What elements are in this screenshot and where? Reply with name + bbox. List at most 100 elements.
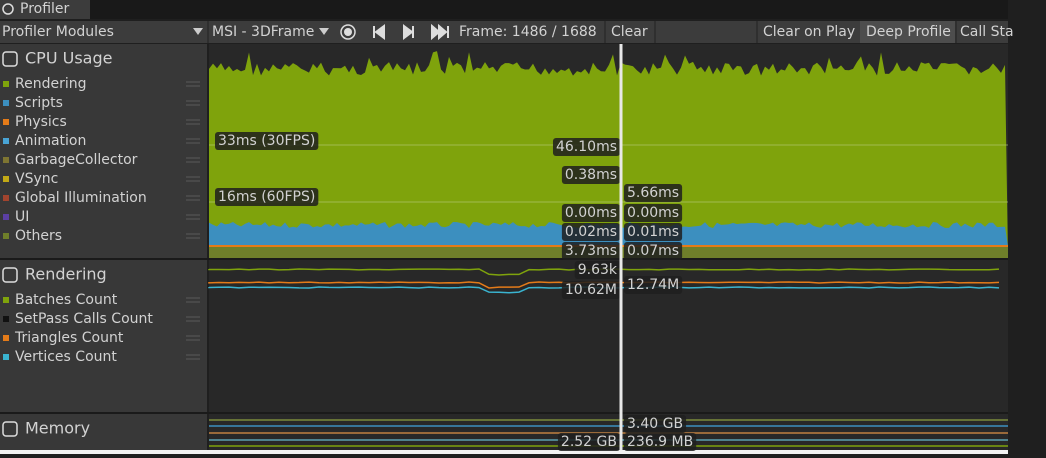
series-swatch <box>3 297 9 303</box>
drag-handle <box>186 119 200 125</box>
series-swatch <box>3 81 9 87</box>
tab-icon <box>2 3 14 15</box>
label-bg <box>624 415 687 433</box>
tab-bar <box>0 0 1008 19</box>
call-stacks[interactable]: Call Sta <box>960 24 1014 40</box>
drag-handle <box>186 335 200 341</box>
tab[interactable] <box>0 0 90 19</box>
series-swatch <box>3 316 9 322</box>
drag-handle <box>186 100 200 106</box>
value-label: 0.01ms <box>627 224 679 240</box>
series-name[interactable]: Batches Count <box>15 292 118 308</box>
value-label: 10.62M <box>565 282 617 298</box>
label-bg <box>561 242 620 260</box>
label-bg <box>574 261 621 279</box>
series-name[interactable]: Physics <box>15 114 67 130</box>
drag-handle <box>186 233 200 239</box>
series-swatch <box>3 354 9 360</box>
series-name[interactable]: Scripts <box>15 95 63 111</box>
prev-frame[interactable] <box>373 24 385 40</box>
module-icon <box>2 51 18 67</box>
value-label: 12.74M <box>627 277 679 293</box>
drag-handle <box>186 214 200 220</box>
value-label: 3.73ms <box>565 243 617 259</box>
label-bg <box>215 132 319 150</box>
series-name[interactable]: GarbageCollector <box>15 152 138 168</box>
value-label: 0.00ms <box>627 205 679 221</box>
series-name[interactable]: VSync <box>15 171 58 187</box>
toolbar <box>0 21 1008 43</box>
label-bg <box>561 281 620 299</box>
value-label: 46.10ms <box>556 139 617 155</box>
label-bg <box>557 433 620 451</box>
module-title[interactable]: CPU Usage <box>25 49 112 68</box>
module-icon <box>2 421 18 437</box>
value-label: 236.9 MB <box>627 434 693 450</box>
value-label: 2.52 GB <box>561 434 617 450</box>
label-bg <box>215 188 319 206</box>
label-bg <box>624 184 683 202</box>
record-button[interactable] <box>340 24 356 40</box>
series-name[interactable]: Others <box>15 228 62 244</box>
deep-profile[interactable]: Deep Profile <box>866 24 951 40</box>
series-swatch <box>3 119 9 125</box>
dropdown-arrow <box>319 28 329 35</box>
series-swatch <box>3 157 9 163</box>
series-swatch <box>3 176 9 182</box>
series-name[interactable]: Vertices Count <box>15 349 117 365</box>
series-name[interactable]: SetPass Calls Count <box>15 311 153 327</box>
value-label: 5.66ms <box>627 185 679 201</box>
deep-profile-bg <box>860 21 955 43</box>
series-swatch <box>3 138 9 144</box>
series-name[interactable]: Triangles Count <box>14 330 124 346</box>
label-bg <box>624 242 683 260</box>
value-label: 0.38ms <box>565 167 617 183</box>
drag-handle <box>186 195 200 201</box>
value-label: 33ms (30FPS) <box>218 133 315 149</box>
drag-handle <box>186 138 200 144</box>
value-label: 16ms (60FPS) <box>218 189 315 205</box>
label-bg <box>624 204 683 222</box>
series-swatch <box>3 233 9 239</box>
value-label: 9.63k <box>578 262 618 278</box>
series-name[interactable]: Animation <box>15 133 86 149</box>
series-swatch <box>3 100 9 106</box>
series-swatch <box>3 195 9 201</box>
drag-handle <box>186 354 200 360</box>
value-label: 3.40 GB <box>627 416 683 432</box>
label-bg <box>561 223 620 241</box>
value-label: 0.00ms <box>565 205 617 221</box>
value-label: 0.02ms <box>565 224 617 240</box>
clear-button[interactable]: Clear <box>611 24 648 40</box>
module-list <box>0 44 207 450</box>
label-bg <box>624 223 683 241</box>
current-frame[interactable] <box>431 23 449 41</box>
series-name[interactable]: Global Illumination <box>15 190 147 206</box>
series-swatch <box>3 335 9 341</box>
label-bg <box>624 433 697 451</box>
drag-handle <box>186 176 200 182</box>
module-title[interactable]: Memory <box>25 419 90 438</box>
label-bg <box>552 138 620 156</box>
modules-dropdown[interactable]: Profiler Modules <box>2 24 114 40</box>
frame-counter: Frame: 1486 / 1688 <box>459 24 597 40</box>
module-icon <box>2 267 18 283</box>
tab-title[interactable]: Profiler <box>20 1 70 17</box>
series-name[interactable]: Rendering <box>15 76 87 92</box>
drag-handle <box>186 297 200 303</box>
series-name[interactable]: UI <box>15 209 29 225</box>
target-dropdown[interactable]: MSI - 3DFrame <box>212 24 314 40</box>
label-bg <box>561 166 620 184</box>
dropdown-arrow <box>193 28 203 35</box>
next-frame[interactable] <box>403 24 414 40</box>
series-swatch <box>3 214 9 220</box>
drag-handle <box>186 316 200 322</box>
value-label: 0.07ms <box>627 243 679 259</box>
label-bg <box>561 204 620 222</box>
drag-handle <box>186 81 200 87</box>
clear-on-play[interactable]: Clear on Play <box>763 24 855 40</box>
module-title[interactable]: Rendering <box>25 265 107 284</box>
record-dot <box>344 28 352 36</box>
bottom-strip <box>0 450 1008 454</box>
